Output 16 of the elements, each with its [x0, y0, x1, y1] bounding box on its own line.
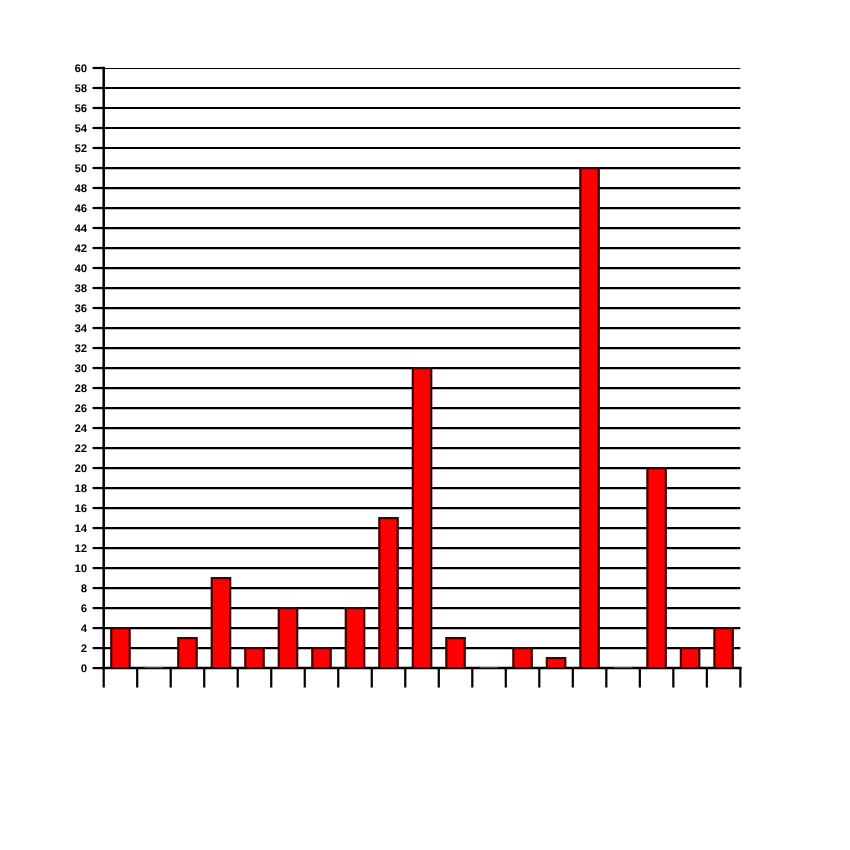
bar	[579, 166, 600, 669]
bar	[177, 636, 198, 669]
bar	[411, 366, 433, 669]
bar	[344, 606, 366, 669]
bar	[311, 646, 332, 669]
bar	[378, 516, 399, 669]
bar	[679, 646, 701, 669]
bar	[244, 646, 265, 669]
bar	[646, 466, 667, 669]
bar	[110, 626, 131, 669]
bar	[512, 646, 533, 669]
bar	[210, 576, 232, 669]
bar	[713, 626, 734, 669]
bar	[277, 606, 299, 669]
bar	[445, 636, 466, 669]
bar	[545, 656, 567, 669]
